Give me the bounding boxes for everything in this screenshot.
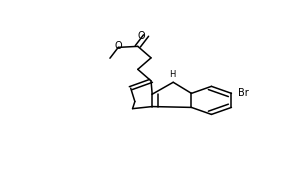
Text: O: O (137, 31, 145, 41)
Text: Br: Br (237, 88, 248, 98)
Text: H: H (169, 69, 175, 79)
Text: O: O (115, 41, 123, 51)
